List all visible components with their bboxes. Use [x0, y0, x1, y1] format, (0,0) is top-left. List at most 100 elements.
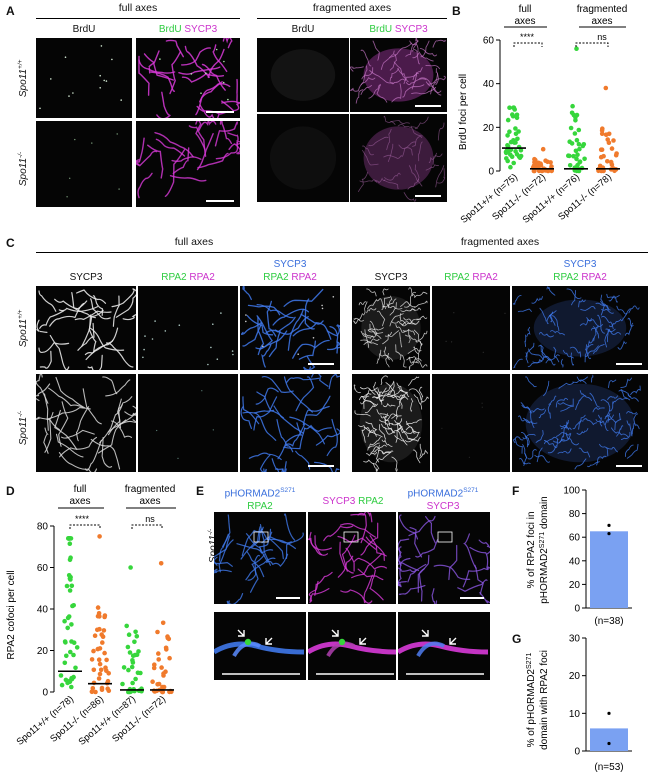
chromosome-axis: [363, 387, 378, 398]
chromosome-axis: [384, 172, 401, 181]
inset-box: [343, 531, 359, 543]
chromosome-axis: [413, 346, 420, 361]
data-point: [160, 620, 166, 626]
chromosome-axis: [351, 553, 383, 579]
chromosome-axis: [266, 553, 289, 568]
data-point: [507, 105, 512, 110]
chromosome-axis: [557, 402, 573, 407]
d-frag-axes-1: fragmented: [125, 484, 176, 495]
data-point: [155, 629, 160, 635]
data-point: [159, 665, 164, 670]
chromosome-axis: [544, 436, 559, 445]
chromosome-axis: [112, 295, 120, 327]
nucleus-haze: [363, 48, 434, 102]
chromosome-axis: [154, 132, 194, 158]
chromosome-axis: [416, 360, 428, 368]
chromosome-axis: [314, 461, 340, 472]
data-point: [89, 689, 95, 694]
chromosome-axis: [314, 571, 333, 596]
chromosome-axis: [221, 100, 240, 112]
chromosome-axis: [566, 288, 582, 299]
chromosome-axis: [381, 450, 394, 455]
data-point: [581, 142, 587, 147]
chromosome-axis: [616, 305, 628, 315]
chromosome-axis: [84, 339, 114, 356]
b-frag-axes-2: axes: [591, 16, 612, 27]
chromosome-axis: [102, 376, 118, 395]
chromosome-axis: [413, 394, 423, 410]
chromosome-axis: [579, 318, 592, 326]
chromosome-axis: [38, 290, 57, 312]
chromosome-axis: [46, 407, 91, 420]
c-rpa-label: RPA2 RPA2: [161, 272, 215, 283]
chromosome-axis: [620, 308, 631, 322]
arrow-icon: [449, 637, 457, 645]
chromosome-axis: [415, 539, 439, 558]
data-point: [582, 156, 587, 162]
data-point: [62, 618, 67, 624]
chromosome-axis: [376, 349, 382, 364]
chromosome-axis: [110, 420, 133, 438]
y-tick-label: 80: [569, 509, 581, 520]
chromosome-axis: [272, 308, 310, 326]
chromosome-axis: [580, 305, 596, 311]
chromosome-axis: [165, 39, 184, 58]
chromosome-axis: [368, 84, 381, 99]
y-tick-label: 0: [488, 167, 494, 178]
chromosome-axis: [569, 346, 582, 358]
chromosome-axis: [607, 395, 618, 400]
chromosome-axis: [255, 330, 281, 350]
chromosome-axis: [387, 394, 403, 399]
chromosome-axis: [565, 432, 580, 446]
chromosome-axis: [589, 392, 600, 408]
chromosome-axis: [36, 319, 48, 333]
data-point: [152, 662, 157, 667]
chromosome-axis: [55, 376, 86, 409]
chromosome-axis: [391, 422, 404, 434]
data-point: [130, 653, 136, 658]
chromosome-axis: [261, 375, 294, 393]
chromosome-axis: [391, 321, 404, 326]
data-point: [166, 636, 172, 642]
data-point: [97, 661, 103, 667]
chromosome-axis: [596, 455, 607, 466]
chromosome-axis: [398, 392, 408, 407]
data-point: [104, 657, 109, 663]
chromosome-axis: [295, 450, 311, 470]
chromosome-axis: [618, 389, 631, 401]
inset-box: [253, 531, 269, 543]
chromosome-axis: [379, 298, 386, 310]
chromosome-axis: [285, 532, 304, 559]
chromosome-axis: [428, 152, 437, 163]
chromosome-axis: [608, 295, 620, 302]
data-point: [577, 146, 582, 152]
chromosome-axis: [340, 523, 376, 538]
focus-spot: [91, 142, 93, 144]
d-sig-2: ns: [145, 514, 155, 524]
c-micrograph-rpa-ko: [138, 374, 238, 472]
data-point: [138, 670, 143, 676]
data-point: [96, 657, 102, 662]
chromosome-axis: [400, 308, 416, 312]
data-point: [548, 160, 553, 165]
chromosome-axis: [601, 315, 614, 330]
chromosome-axis: [409, 527, 423, 558]
chromosome-axis: [570, 352, 575, 366]
data-point: [99, 632, 104, 637]
data-point: [68, 649, 73, 655]
data-point: [69, 583, 75, 589]
data-point: [599, 131, 605, 136]
arrow-icon: [265, 637, 273, 645]
chromosome-axis: [420, 396, 429, 405]
chromosome-axis: [425, 81, 442, 93]
chromosome-axis: [381, 439, 393, 447]
chromosome-axis: [405, 40, 419, 57]
chromosome-axis: [255, 387, 279, 405]
arrow-icon: [359, 637, 367, 645]
chromosome-axis: [357, 512, 367, 544]
c-micrograph-merge-wt: [240, 286, 340, 370]
chromosome-axis: [253, 396, 278, 431]
e-ch1-label: pHORMAD2S271 RPA2: [224, 487, 296, 513]
chromosome-axis: [218, 539, 234, 573]
data-point: [609, 162, 615, 168]
